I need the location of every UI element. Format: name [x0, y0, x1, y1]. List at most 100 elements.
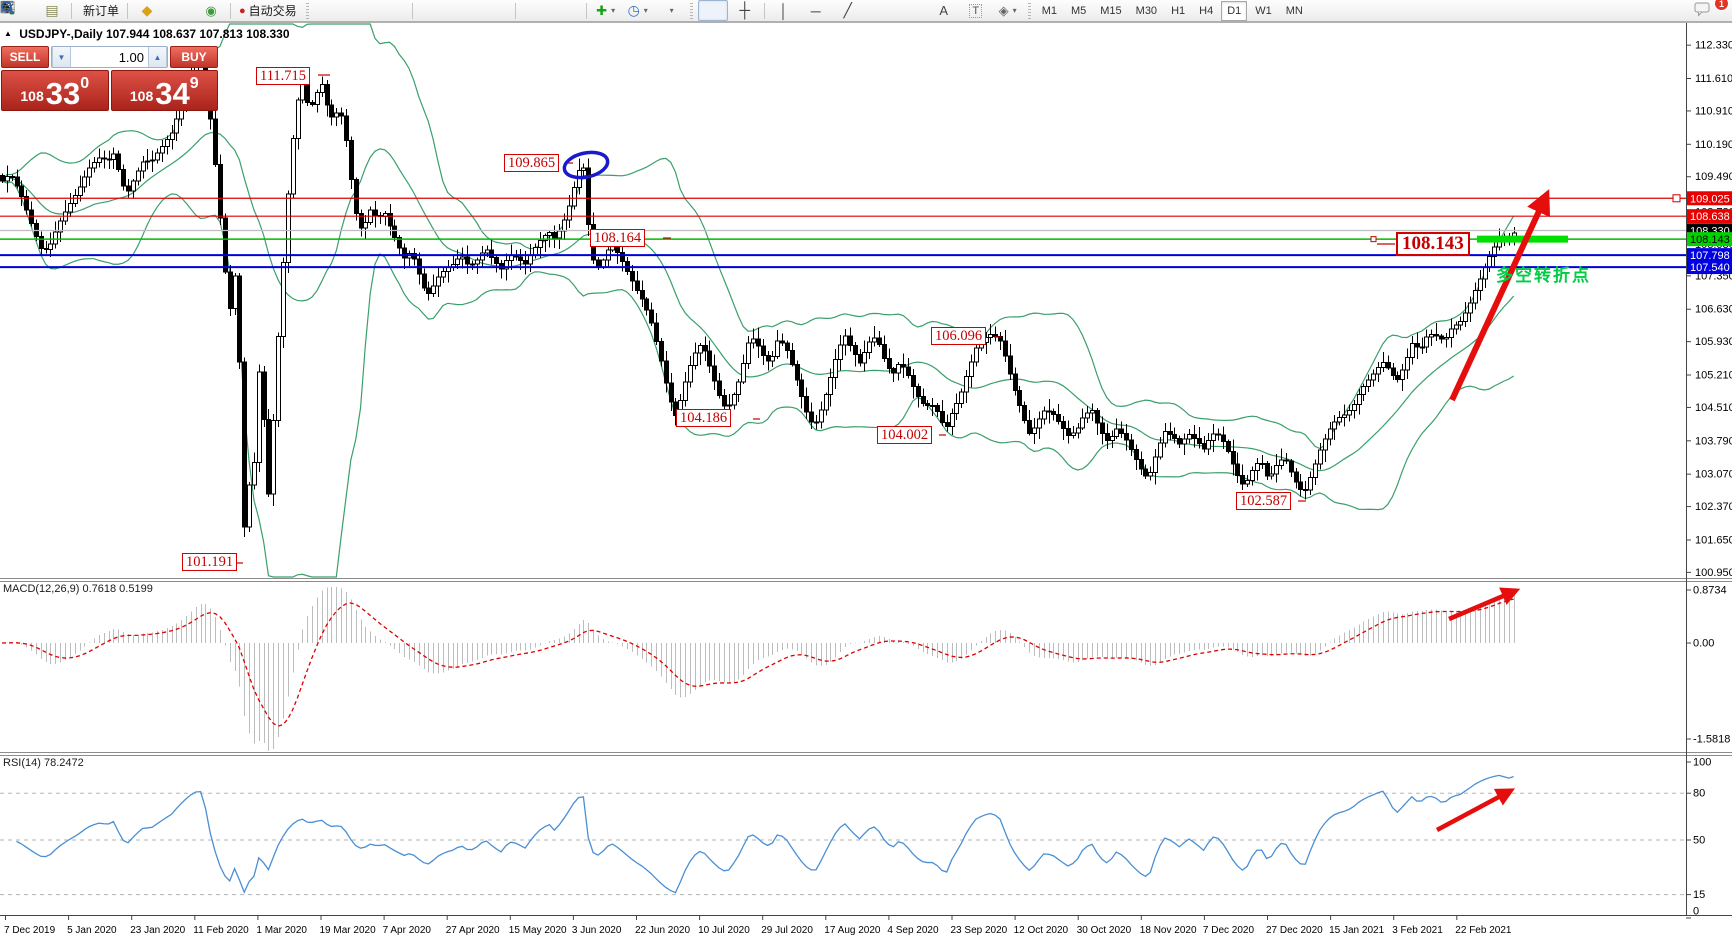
- timeframe-h1[interactable]: H1: [1171, 4, 1186, 17]
- timeframe-m5[interactable]: M5: [1070, 4, 1087, 17]
- autotrade-icon: ●: [239, 4, 246, 17]
- bar-chart-button[interactable]: [1, 0, 344, 21]
- svg-text:109.025: 109.025: [1690, 193, 1730, 205]
- timeframe-m30[interactable]: M30: [1135, 4, 1158, 17]
- trendline-button[interactable]: ╱: [833, 0, 863, 21]
- text-label-button[interactable]: T: [961, 0, 991, 21]
- vline-icon: │: [779, 2, 789, 19]
- timeframe-mn[interactable]: MN: [1285, 4, 1303, 17]
- fibonacci-button[interactable]: F: [1, 0, 927, 21]
- line-handle[interactable]: [1672, 194, 1681, 203]
- channel-button[interactable]: E: [1, 0, 895, 21]
- svg-text:105.210: 105.210: [1695, 370, 1732, 382]
- collapse-icon[interactable]: ▲: [4, 29, 12, 38]
- toolbar-separator: [305, 2, 309, 19]
- highlight-ellipse[interactable]: [562, 149, 610, 182]
- shapes-button[interactable]: ◈ ▾: [993, 0, 1023, 21]
- tile-windows-button[interactable]: [0, 0, 511, 21]
- turning-point-note[interactable]: 多空转折点: [1496, 266, 1591, 285]
- date-label: 10 Jul 2020: [698, 925, 750, 936]
- indicator-windows-button[interactable]: [1, 0, 582, 21]
- trend-arrow[interactable]: [1435, 788, 1516, 832]
- timeframe-m15[interactable]: M15: [1100, 4, 1122, 17]
- crosshair-icon: ┼: [739, 2, 750, 19]
- autotrading-button-label: 自动交易: [248, 4, 297, 18]
- text-button[interactable]: A: [929, 0, 959, 21]
- indicator-list-button[interactable]: ▾: [1, 0, 685, 21]
- candlestick-chart-button[interactable]: [2, 0, 376, 21]
- date-label: 27 Dec 2020: [1266, 925, 1323, 936]
- profiles-button[interactable]: ▤: [37, 0, 67, 21]
- line-chart-button[interactable]: [0, 0, 408, 21]
- price-label-109.865[interactable]: 109.865: [504, 154, 560, 172]
- line-handle[interactable]: [1370, 236, 1377, 243]
- price-label-104.186[interactable]: 104.186: [676, 409, 732, 427]
- toolbar-separator: [71, 2, 72, 19]
- volume-input[interactable]: [71, 47, 148, 67]
- price-label-108.164[interactable]: 108.164: [590, 229, 646, 247]
- price-label-101.191[interactable]: 101.191: [182, 553, 238, 571]
- volume-increase-button[interactable]: ▲: [148, 47, 167, 67]
- date-label: 1 Mar 2020: [256, 925, 307, 936]
- macd-label: MACD(12,26,9) 0.7618 0.5199: [3, 583, 153, 595]
- rsi-pane[interactable]: [0, 756, 1732, 915]
- buy-button[interactable]: BUY: [170, 46, 218, 68]
- plusgreen-icon: ✚: [596, 2, 608, 18]
- vertical-line-button[interactable]: │: [769, 0, 799, 21]
- svg-text:111.610: 111.610: [1695, 73, 1732, 85]
- horizontal-line-button[interactable]: ─: [801, 0, 831, 21]
- zoom-in-button[interactable]: [1, 0, 447, 21]
- trend-arrow[interactable]: [1449, 189, 1551, 402]
- sell-button[interactable]: SELL: [1, 46, 49, 68]
- timeframe-m1[interactable]: M1: [1041, 4, 1057, 17]
- chat-button[interactable]: 1: [1693, 0, 1729, 21]
- date-label: 23 Jan 2020: [130, 925, 186, 936]
- price-label-111.715[interactable]: 111.715: [256, 67, 311, 85]
- signal-icon: ◉: [205, 2, 217, 18]
- signals-button[interactable]: ◉: [196, 0, 226, 21]
- svg-text:108.143: 108.143: [1690, 234, 1730, 246]
- data-window-button[interactable]: [1, 0, 194, 21]
- toolbar-separator: [514, 2, 516, 19]
- autotrading-button[interactable]: ● 自动交易: [235, 0, 301, 21]
- market-watch-button[interactable]: ◆: [132, 0, 162, 21]
- sell-price-button[interactable]: 108 33 0: [1, 70, 109, 111]
- svg-text:50: 50: [1693, 835, 1705, 847]
- date-label: 3 Feb 2021: [1392, 925, 1443, 936]
- timeframe-h4[interactable]: H4: [1199, 4, 1214, 17]
- buy-price-pip: 9: [189, 75, 199, 92]
- indicators-button[interactable]: [1, 0, 550, 21]
- sell-price-main: 33: [45, 76, 81, 111]
- buy-price-button[interactable]: 108 34 9: [110, 70, 218, 111]
- trend-icon: ╱: [843, 2, 852, 18]
- price-label-102.587[interactable]: 102.587: [1236, 492, 1292, 510]
- add-object-button[interactable]: ✚ ▾: [591, 0, 621, 21]
- price-label-106.096[interactable]: 106.096: [931, 327, 987, 345]
- dropdown-arrow-icon: ▾: [643, 6, 648, 15]
- price-badges: 109.025108.638108.330108.143107.798107.5…: [1687, 191, 1732, 275]
- period-button[interactable]: ◷ ▾: [623, 0, 653, 21]
- chart-title: ▲ USDJPY-,Daily 107.944 108.637 107.813 …: [4, 27, 290, 41]
- label-connectors: [237, 74, 1395, 564]
- svg-text:108.638: 108.638: [1690, 211, 1730, 223]
- svg-text:103.790: 103.790: [1695, 435, 1732, 447]
- price-label-104.002[interactable]: 104.002: [877, 426, 933, 444]
- main-chart-pane[interactable]: [0, 23, 1732, 578]
- volume-decrease-button[interactable]: ▼: [52, 47, 71, 67]
- new-order-button-label: 新订单: [83, 4, 120, 18]
- search-button[interactable]: [1, 0, 1691, 21]
- crosshair-button[interactable]: ┼: [730, 0, 760, 21]
- timeframe-d1[interactable]: D1: [1221, 0, 1248, 21]
- zoom-out-button[interactable]: [1, 0, 479, 21]
- chart-ohlc-values: 107.944 108.637 107.813 108.330: [105, 27, 290, 41]
- date-label: 3 Jun 2020: [571, 925, 622, 936]
- price-axis[interactable]: [1687, 23, 1732, 944]
- notification-badge: 1: [1714, 0, 1729, 11]
- timeframe-w1[interactable]: W1: [1255, 4, 1272, 17]
- cursor-button[interactable]: [2, 0, 728, 21]
- new-order-button[interactable]: 新订单: [2, 0, 123, 21]
- trend-arrow[interactable]: [1448, 587, 1521, 622]
- price-label-108.143[interactable]: 108.143: [1396, 232, 1470, 256]
